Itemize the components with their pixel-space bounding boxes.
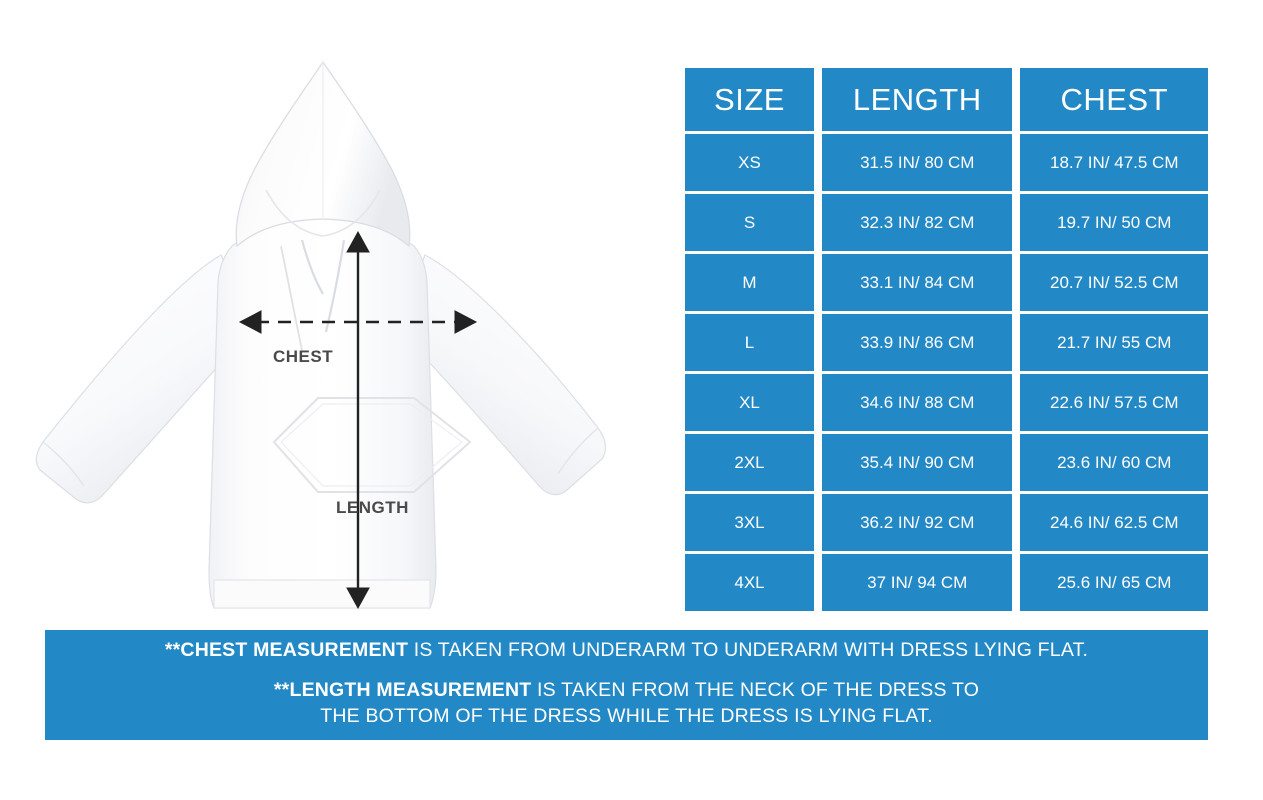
- cell-size: 4XL: [685, 554, 814, 611]
- length-note-line2: THE BOTTOM OF THE DRESS WHILE THE DRESS …: [320, 705, 933, 728]
- chest-measure-arrow: [238, 310, 478, 334]
- chest-note-bold: **CHEST MEASUREMENT: [164, 638, 409, 661]
- column-header-length: LENGTH: [821, 68, 1013, 131]
- chest-arrow-head-left: [238, 310, 262, 334]
- length-measure-arrow: [346, 230, 370, 610]
- cell-chest: 24.6 IN/ 62.5 CM: [1020, 494, 1208, 551]
- cell-size: 2XL: [685, 434, 814, 491]
- length-arrow-head-top: [346, 230, 370, 253]
- length-arrow-head-bottom: [346, 587, 370, 610]
- cell-length: 33.1 IN/ 84 CM: [821, 254, 1013, 311]
- cell-size: 3XL: [685, 494, 814, 551]
- measurement-notes-banner: **CHEST MEASUREMENT IS TAKEN FROM UNDERA…: [45, 630, 1208, 740]
- cell-size: S: [685, 194, 814, 251]
- table-row: S 32.3 IN/ 82 CM 19.7 IN/ 50 CM: [685, 194, 1208, 251]
- left-sleeve-shape: [35, 254, 255, 504]
- table-row: 3XL 36.2 IN/ 92 CM 24.6 IN/ 62.5 CM: [685, 494, 1208, 551]
- table-row: M 33.1 IN/ 84 CM 20.7 IN/ 52.5 CM: [685, 254, 1208, 311]
- cell-size: XL: [685, 374, 814, 431]
- size-table: SIZE LENGTH CHEST XS 31.5 IN/ 80 CM 18.7…: [685, 68, 1208, 611]
- length-measure-label: LENGTH: [336, 498, 409, 517]
- hood-shape: [235, 60, 411, 248]
- chest-arrow-head-right: [454, 310, 478, 334]
- table-row: XS 31.5 IN/ 80 CM 18.7 IN/ 47.5 CM: [685, 134, 1208, 191]
- column-header-chest: CHEST: [1020, 68, 1208, 131]
- chest-note: **CHEST MEASUREMENT IS TAKEN FROM UNDERA…: [165, 637, 1088, 663]
- cell-chest: 20.7 IN/ 52.5 CM: [1020, 254, 1208, 311]
- cell-size: XS: [685, 134, 814, 191]
- cell-length: 35.4 IN/ 90 CM: [821, 434, 1013, 491]
- cell-length: 31.5 IN/ 80 CM: [821, 134, 1013, 191]
- cell-chest: 25.6 IN/ 65 CM: [1020, 554, 1208, 611]
- table-row: XL 34.6 IN/ 88 CM 22.6 IN/ 57.5 CM: [685, 374, 1208, 431]
- hem-band: [213, 579, 431, 609]
- table-header-row: SIZE LENGTH CHEST: [685, 68, 1208, 131]
- cell-chest: 18.7 IN/ 47.5 CM: [1020, 134, 1208, 191]
- cell-size: L: [685, 314, 814, 371]
- cell-length: 36.2 IN/ 92 CM: [821, 494, 1013, 551]
- chest-note-rest: IS TAKEN FROM UNDERARM TO UNDERARM WITH …: [408, 638, 1089, 661]
- cell-length: 33.9 IN/ 86 CM: [821, 314, 1013, 371]
- length-note: **LENGTH MEASUREMENT IS TAKEN FROM THE N…: [274, 677, 979, 730]
- chest-measure-label: CHEST: [273, 347, 334, 366]
- body-shape: [208, 218, 437, 609]
- right-sleeve-shape: [395, 254, 607, 496]
- cell-chest: 23.6 IN/ 60 CM: [1020, 434, 1208, 491]
- table-row: 4XL 37 IN/ 94 CM 25.6 IN/ 65 CM: [685, 554, 1208, 611]
- length-note-rest: IS TAKEN FROM THE NECK OF THE DRESS TO: [531, 678, 980, 701]
- cell-chest: 22.6 IN/ 57.5 CM: [1020, 374, 1208, 431]
- cell-length: 34.6 IN/ 88 CM: [821, 374, 1013, 431]
- cell-chest: 21.7 IN/ 55 CM: [1020, 314, 1208, 371]
- length-note-bold: **LENGTH MEASUREMENT: [273, 678, 532, 701]
- cell-size: M: [685, 254, 814, 311]
- cell-chest: 19.7 IN/ 50 CM: [1020, 194, 1208, 251]
- garment-illustration: CHEST LENGTH: [18, 50, 658, 630]
- column-header-size: SIZE: [685, 68, 814, 131]
- cell-length: 37 IN/ 94 CM: [821, 554, 1013, 611]
- table-row: L 33.9 IN/ 86 CM 21.7 IN/ 55 CM: [685, 314, 1208, 371]
- table-row: 2XL 35.4 IN/ 90 CM 23.6 IN/ 60 CM: [685, 434, 1208, 491]
- cell-length: 32.3 IN/ 82 CM: [821, 194, 1013, 251]
- kangaroo-pocket: [272, 397, 472, 493]
